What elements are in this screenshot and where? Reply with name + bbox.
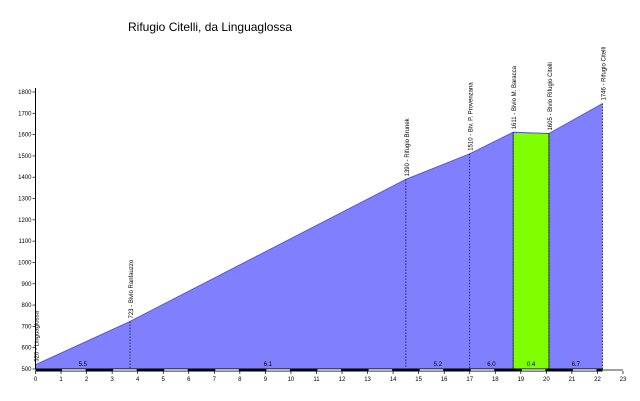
baseline-stripe-19: [521, 369, 546, 371]
chart-title: Rifugio Citelli, da Linguaglossa: [128, 20, 292, 34]
x-tick-label-4: 4: [136, 377, 140, 383]
x-tick-label-12: 12: [339, 377, 346, 383]
profile-area: [35, 103, 603, 369]
waypoint-label-6: 1746 - Rifugio Citelli: [602, 47, 608, 101]
segment-gradient-label-2: 5.2: [434, 362, 443, 368]
x-tick-label-15: 15: [415, 377, 422, 383]
x-tick-label-9: 9: [264, 377, 268, 383]
x-tick-label-5: 5: [162, 377, 166, 383]
x-tick-label-3: 3: [110, 377, 114, 383]
x-tick-label-13: 13: [364, 377, 371, 383]
x-tick-label-20: 20: [543, 377, 550, 383]
x-tick-label-0: 0: [34, 377, 38, 383]
baseline-stripe-15: [419, 369, 444, 371]
x-tick-label-10: 10: [288, 377, 295, 383]
x-tick-label-18: 18: [492, 377, 499, 383]
segment-gradient-label-4: 0.4: [527, 362, 536, 368]
x-tick-label-1: 1: [59, 377, 63, 383]
baseline-stripe-7: [215, 369, 239, 371]
y-tick-label-2: 700: [21, 324, 32, 330]
plot-area: 5006007008009001000110012001300140015001…: [18, 47, 627, 383]
x-tick-label-19: 19: [517, 377, 524, 383]
x-tick-label-23: 23: [620, 377, 627, 383]
waypoint-label-0: 520 - Linguaglossa: [35, 310, 41, 361]
baseline-stripe-9: [266, 369, 290, 371]
baseline-stripe-3: [113, 369, 137, 371]
waypoint-label-4: 1611 - Bivio M. Baracca: [512, 65, 518, 129]
waypoint-label-1: 723 - Bivio Ranfauzzo: [129, 259, 135, 318]
y-tick-label-12: 1700: [18, 111, 32, 117]
y-tick-label-0: 500: [21, 367, 32, 373]
y-tick-label-11: 1600: [18, 133, 32, 139]
y-tick-label-7: 1200: [18, 218, 32, 224]
x-tick-label-17: 17: [466, 377, 473, 383]
waypoint-label-5: 1605 - Bivio Rifugio Citelli: [548, 62, 554, 130]
y-tick-label-10: 1500: [18, 154, 32, 160]
baseline-stripe-13: [368, 369, 393, 371]
y-tick-label-1: 600: [21, 346, 32, 352]
segment-gradient-label-3: 6.0: [487, 362, 496, 368]
x-tick-label-7: 7: [213, 377, 217, 383]
x-tick-label-2: 2: [85, 377, 89, 383]
baseline-stripe-5: [164, 369, 188, 371]
y-tick-label-3: 800: [21, 303, 32, 309]
x-tick-label-8: 8: [238, 377, 242, 383]
y-tick-label-5: 1000: [18, 260, 32, 266]
x-tick-label-22: 22: [594, 377, 601, 383]
baseline-stripe-17: [470, 369, 495, 371]
x-tick-label-14: 14: [390, 377, 397, 383]
y-tick-label-9: 1400: [18, 175, 32, 181]
x-tick-label-16: 16: [441, 377, 448, 383]
y-tick-label-13: 1800: [18, 90, 32, 96]
highlight-segment-4: [512, 131, 550, 370]
x-tick-label-11: 11: [313, 377, 320, 383]
segment-gradient-label-5: 6.7: [572, 362, 581, 368]
segment-gradient-label-1: 6.1: [264, 362, 273, 368]
baseline-stripe-11: [317, 369, 342, 371]
x-tick-label-21: 21: [569, 377, 576, 383]
segment-gradient-label-0: 5.5: [79, 362, 88, 368]
baseline-stripe-21: [572, 369, 597, 371]
x-tick-label-6: 6: [187, 377, 191, 383]
waypoint-label-2: 1390 - Rifugio Brunek: [405, 117, 411, 176]
baseline-stripe-1: [62, 369, 86, 371]
waypoint-label-3: 1510 - Biv. P. Provenzana: [469, 82, 475, 151]
y-tick-label-4: 900: [21, 282, 32, 288]
y-tick-label-8: 1300: [18, 197, 32, 203]
y-tick-label-6: 1100: [19, 239, 33, 245]
